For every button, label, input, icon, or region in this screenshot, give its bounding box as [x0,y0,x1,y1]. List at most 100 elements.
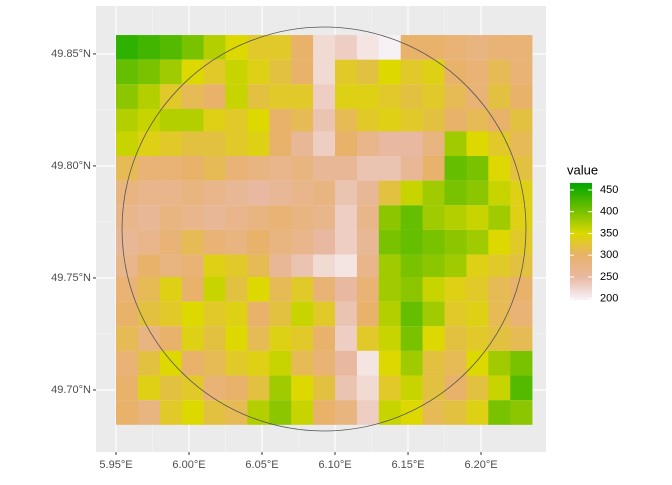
cell [291,375,314,401]
cell [488,254,511,280]
cell [422,108,445,134]
cell [116,156,139,181]
cell [444,229,467,255]
cell [116,84,139,109]
cell [335,375,358,401]
cell [269,254,292,280]
cell [181,84,204,109]
cell [137,375,161,401]
cell [356,400,380,425]
cell [444,350,467,376]
cell [247,59,270,85]
cell [225,84,248,109]
cell [466,350,489,376]
cell [400,205,423,230]
cell [247,84,270,109]
cell [291,108,314,134]
cell [444,301,467,327]
cell [335,35,358,60]
cell [203,254,226,280]
cell [225,229,248,255]
cell [378,59,402,85]
cell [116,59,139,85]
cell [269,131,292,157]
cell [422,35,445,60]
cell [269,84,292,109]
cell [159,229,183,255]
cell [203,375,226,401]
cell [422,350,445,376]
cell [159,301,183,327]
cell [137,254,161,280]
cell [137,156,161,181]
cell [422,180,445,206]
cell [444,108,467,134]
cell [291,35,314,60]
cell [335,180,358,206]
cell [291,254,314,280]
cell [116,254,139,280]
cell [400,156,423,181]
cell [203,156,226,181]
cell [116,350,139,376]
cell [203,350,226,376]
cell [510,301,533,327]
cell [466,205,489,230]
cell [510,59,533,85]
cell [356,301,380,327]
cell [159,326,183,351]
cell [203,326,226,351]
cell [400,229,423,255]
cell [488,229,511,255]
cell [291,276,314,302]
cell [378,326,402,351]
cell [159,131,183,157]
cell [137,205,161,230]
cell [181,254,204,280]
cell [313,205,336,230]
cell [269,301,292,327]
legend-label: 300 [600,249,618,261]
cell [247,326,270,351]
cell [181,180,204,206]
cell [291,84,314,109]
cell [400,108,423,134]
cell [378,276,402,302]
cell [225,350,248,376]
cell [291,180,314,206]
cell [181,108,204,134]
cell [400,375,423,401]
cell [510,350,533,376]
cell [444,400,467,425]
x-tick-label: 6.20°E [464,459,497,471]
cell [488,35,511,60]
cell [159,108,183,134]
cell [137,59,161,85]
cell [181,205,204,230]
cell [137,276,161,302]
cell [356,229,380,255]
cell [225,35,248,60]
x-tick-label: 6.05°E [245,459,278,471]
cell [203,59,226,85]
cell [510,205,533,230]
cell [181,35,204,60]
cell [247,375,270,401]
cell [116,180,139,206]
cell [378,254,402,280]
cell [466,229,489,255]
cell [203,400,226,425]
cell [444,180,467,206]
x-tick-label: 6.10°E [318,459,351,471]
cell [291,229,314,255]
colorbar [570,183,592,300]
cell [269,400,292,425]
cell [291,350,314,376]
cell [400,59,423,85]
cell [356,254,380,280]
cell [313,59,336,85]
cell [159,400,183,425]
cell [422,205,445,230]
y-tick-label: 49.70°N [51,384,91,396]
